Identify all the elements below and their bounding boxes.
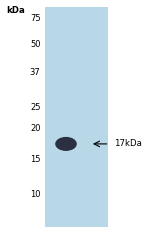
- Text: 10: 10: [30, 190, 40, 199]
- Bar: [45, 7, 108, 227]
- Text: 50: 50: [30, 40, 40, 49]
- Text: 17kDa: 17kDa: [114, 139, 142, 148]
- Text: kDa: kDa: [6, 6, 25, 15]
- Text: 75: 75: [30, 14, 40, 23]
- Text: 25: 25: [30, 103, 40, 112]
- Text: 15: 15: [30, 155, 40, 164]
- Text: 37: 37: [30, 68, 40, 77]
- Ellipse shape: [55, 137, 77, 151]
- Text: 20: 20: [30, 124, 40, 133]
